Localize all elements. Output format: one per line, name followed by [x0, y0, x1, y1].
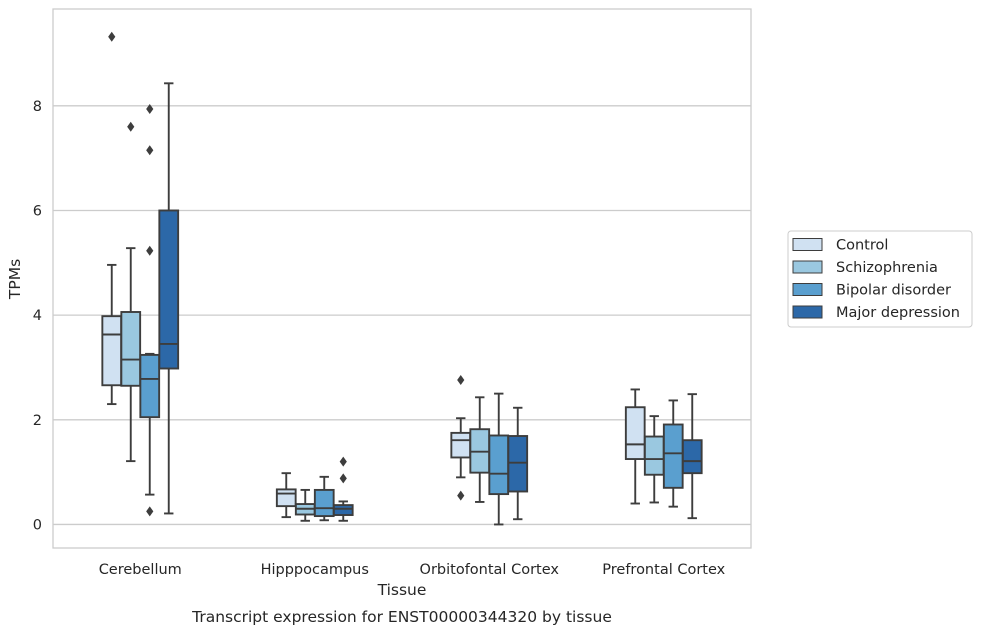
outlier-marker — [146, 145, 154, 156]
outlier-marker — [339, 456, 347, 467]
box-iqr — [643, 435, 665, 476]
legend-swatch — [792, 305, 823, 319]
plot-area — [52, 8, 752, 549]
legend-label: Bipolar disorder — [836, 283, 951, 299]
box-group — [158, 82, 180, 515]
box-group — [643, 415, 665, 504]
legend-frame — [787, 230, 973, 328]
outlier-marker — [108, 31, 116, 42]
outlier-marker — [457, 490, 465, 501]
y-tick-label: 2 — [33, 413, 42, 429]
box-iqr — [275, 488, 297, 508]
x-axis-ticks: Cerebellum Hipppocampus Orbitofontal Corte… — [99, 562, 726, 578]
outlier-marker — [127, 121, 135, 132]
box-group — [313, 475, 335, 522]
y-axis-title: TPMs — [6, 259, 24, 300]
x-tick-label: Prefrontal Cortex — [602, 562, 725, 578]
box-group — [332, 456, 354, 522]
y-tick-label: 4 — [33, 308, 42, 324]
legend-swatch — [792, 260, 823, 274]
box-iqr — [139, 353, 161, 419]
box-iqr — [158, 209, 180, 370]
box-iqr — [332, 504, 354, 516]
box-iqr — [450, 431, 472, 459]
box-iqr — [507, 435, 529, 493]
box-groups — [101, 31, 703, 526]
box-group — [507, 406, 529, 521]
box-iqr — [624, 406, 646, 460]
series-bipolar-disorder — [139, 103, 684, 526]
box-group — [450, 375, 472, 501]
box-group — [294, 488, 316, 522]
legend-label: Control — [836, 238, 888, 254]
box-group — [624, 388, 646, 505]
outlier-marker — [146, 245, 154, 256]
legend-items: Control Schizophrenia Bipolar disorder Majo… — [792, 238, 960, 321]
outlier-marker — [339, 473, 347, 484]
box-group — [681, 393, 703, 520]
series-schizophrenia — [120, 121, 665, 522]
legend-swatch — [792, 238, 823, 251]
outlier-marker — [146, 506, 154, 517]
x-axis-title: Tissue — [377, 581, 427, 599]
y-tick-label: 8 — [33, 99, 42, 115]
box-group — [662, 399, 684, 508]
legend-label: Major depression — [836, 305, 960, 321]
x-tick-label: Hipppocampus — [261, 562, 369, 578]
box-iqr — [488, 434, 510, 496]
legend-label: Schizophrenia — [836, 260, 938, 276]
box-iqr — [681, 439, 703, 475]
box-group — [488, 392, 510, 526]
x-tick-label: Cerebellum — [99, 562, 182, 578]
legend-swatch — [792, 283, 823, 296]
box-group — [469, 396, 491, 503]
box-group — [101, 31, 123, 406]
box-group — [120, 121, 142, 463]
chart-caption: Transcript expression for ENST0000034432… — [191, 608, 612, 626]
y-axis-ticks: 0 2 4 6 8 — [33, 99, 42, 534]
series-control — [101, 31, 646, 519]
box-group — [139, 103, 161, 517]
outlier-marker — [457, 375, 465, 386]
y-tick-label: 6 — [33, 203, 42, 219]
outlier-marker — [146, 103, 154, 114]
box-iqr — [662, 423, 684, 489]
series-major-depression — [158, 82, 703, 522]
x-tick-label: Orbitofontal Cortex — [420, 562, 560, 578]
box-iqr — [101, 315, 123, 387]
box-iqr — [313, 488, 335, 518]
legend: Control Schizophrenia Bipolar disorder Majo… — [787, 230, 973, 328]
y-tick-label: 0 — [33, 517, 42, 533]
box-iqr — [120, 311, 142, 387]
box-group — [275, 472, 297, 519]
